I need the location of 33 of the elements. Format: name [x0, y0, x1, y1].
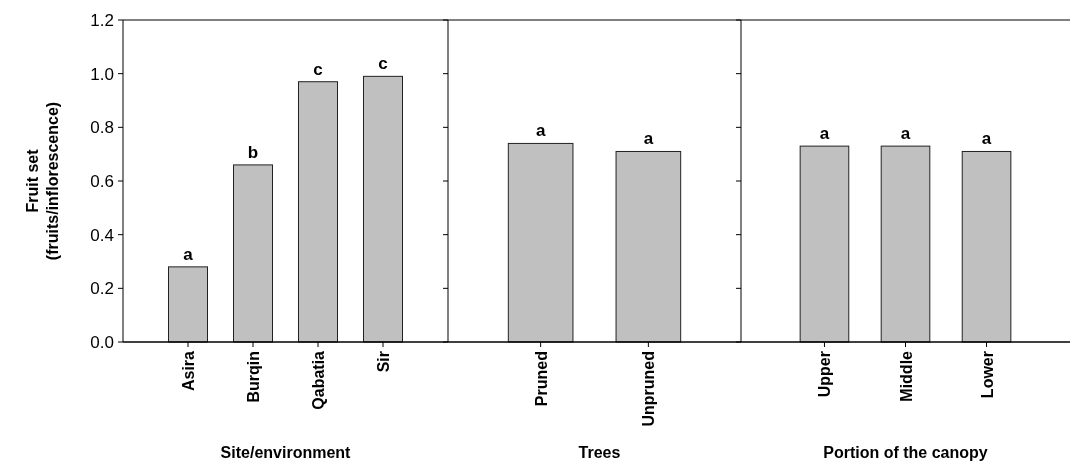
y-tick-label: 0.8 — [90, 118, 114, 138]
bar — [168, 266, 208, 343]
y-tick-label: 0.0 — [90, 332, 114, 352]
y-tick-label: 0.2 — [90, 279, 114, 299]
x-tick-label: Lower — [978, 351, 996, 399]
x-axis-title: Portion of the canopy — [823, 444, 988, 461]
y-tick-label: 0.4 — [90, 225, 114, 245]
y-axis-title: Fruit set (fruits/inflorescence) — [24, 101, 61, 261]
annotation: b — [247, 142, 259, 162]
x-tick-label: Upper — [816, 351, 834, 398]
y-tick-label: 1.2 — [90, 10, 114, 30]
annotation: a — [643, 129, 654, 149]
y-tick-label: 1.0 — [90, 64, 114, 84]
x-tick-label: Pruned — [532, 351, 550, 407]
x-tick-label: Burqin — [245, 351, 262, 403]
x-tick-label: Qabatia — [310, 350, 327, 410]
annotation: a — [535, 121, 546, 141]
x-axis-title: Trees — [578, 444, 621, 461]
y-tick-label: 0.6 — [90, 171, 114, 191]
bar — [298, 81, 338, 343]
annotation: c — [313, 59, 323, 79]
bar — [363, 75, 403, 343]
annotation: a — [183, 244, 194, 264]
annotation: a — [819, 124, 830, 144]
x-tick-label: Unpruned — [640, 351, 658, 427]
bar — [233, 164, 273, 343]
x-axis-title: Site/environment — [220, 444, 352, 461]
x-tick-label: Middle — [897, 350, 915, 402]
annotation: a — [981, 129, 992, 149]
annotation: c — [378, 54, 388, 74]
x-tick-label: Asira — [180, 350, 197, 392]
x-tick-label: Sir — [375, 351, 392, 373]
annotation: a — [900, 124, 911, 144]
